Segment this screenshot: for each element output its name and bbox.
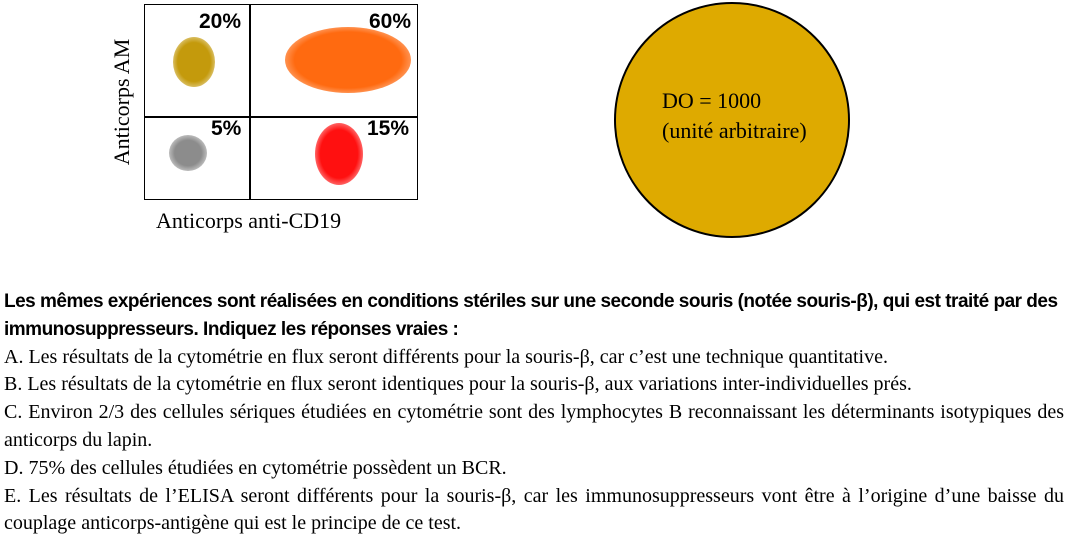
option-a: A. Les résultats de la cytométrie en flu… <box>4 345 888 368</box>
x-axis-label: Anticorps anti-CD19 <box>156 208 342 233</box>
cytometry-quadrant-plot: 20% 60% 5% 15% <box>144 4 418 200</box>
population-blob-bottom-right <box>315 123 363 185</box>
population-blob-top-right <box>285 27 411 93</box>
horizontal-divider <box>145 116 417 118</box>
circle-unit-text: (unité arbitraire) <box>662 118 807 143</box>
population-blob-bottom-left <box>169 135 207 171</box>
percent-top-right: 60% <box>369 10 412 33</box>
question-block: Les mêmes expériences sont réalisées en … <box>4 288 1064 538</box>
option-c: C. Environ 2/3 des cellules sériques étu… <box>4 401 1064 451</box>
elisa-result-circle <box>614 2 850 238</box>
percent-top-left: 20% <box>199 10 242 33</box>
y-axis-label: Anticorps AM <box>109 38 134 166</box>
percent-bottom-left: 5% <box>211 117 242 140</box>
option-b: B. Les résultats de la cytométrie en flu… <box>4 373 912 396</box>
percent-bottom-right: 15% <box>367 117 410 140</box>
question-text: Les mêmes expériences sont réalisées en … <box>4 291 1058 340</box>
figure: 20% 60% 5% 15% Anticorps AM Anticorps an… <box>109 2 850 238</box>
option-d: D. 75% des cellules étudiées en cytométr… <box>4 456 507 479</box>
population-blob-top-left <box>173 37 215 87</box>
circle-value-text: DO = 1000 <box>662 88 762 113</box>
vertical-divider <box>249 5 251 199</box>
option-e: E. Les résultats de l’ELISA seront diffé… <box>4 484 1064 535</box>
